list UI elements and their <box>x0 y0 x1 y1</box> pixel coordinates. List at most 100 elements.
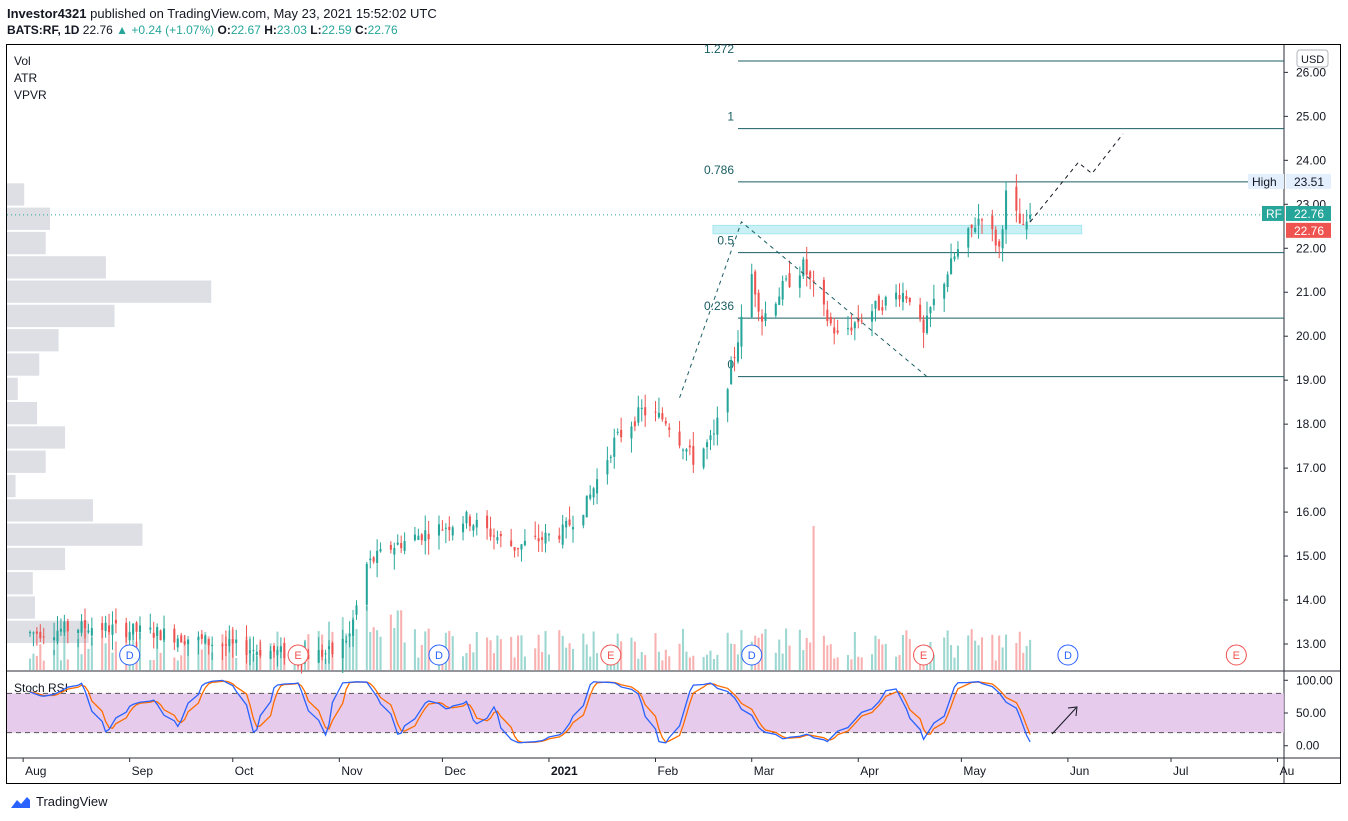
candle-body <box>716 417 719 435</box>
volume-bar <box>640 652 643 670</box>
legend-vpvr[interactable]: VPVR <box>14 88 47 102</box>
price-tick-label: 14.00 <box>1296 593 1326 607</box>
candle-body <box>221 644 224 647</box>
volume-bar <box>389 614 392 670</box>
candle-body <box>444 527 447 529</box>
candle-body <box>321 649 324 657</box>
candle-body <box>561 524 564 545</box>
tradingview-logo[interactable]: TradingView <box>8 794 108 809</box>
earnings-marker-label: E <box>1233 650 1240 662</box>
volume-bar <box>183 635 186 670</box>
candle-body <box>1022 223 1025 225</box>
candle-body <box>668 427 671 430</box>
volume-bar <box>475 631 478 670</box>
symbol-price-tag-label-box <box>1262 205 1284 221</box>
volume-bar <box>211 652 214 670</box>
vpvr-bar <box>7 426 66 449</box>
candle-body <box>523 540 526 546</box>
price-tick-label: 19.00 <box>1296 373 1326 387</box>
candle-body <box>128 631 131 641</box>
close-price-tag: 22.76 <box>1286 222 1331 238</box>
projection-path <box>1029 133 1124 223</box>
candle-body <box>908 297 911 303</box>
volume-bar <box>637 658 640 670</box>
earnings-marker <box>600 644 622 666</box>
swing-trend-line <box>679 221 928 398</box>
volume-bar <box>788 645 791 670</box>
candle-body <box>805 259 808 275</box>
candle-body <box>822 279 825 305</box>
volume-bar <box>974 640 977 670</box>
volume-bar <box>826 645 829 670</box>
low-label: L: <box>310 23 322 37</box>
volume-bar <box>35 655 38 670</box>
indicator-legend: Vol ATR VPVR <box>14 53 47 104</box>
volume-bar <box>582 633 585 670</box>
volume-bar <box>63 631 66 670</box>
time-tick-label: Apr <box>860 764 879 778</box>
vpvr-bar <box>7 620 89 644</box>
legend-atr[interactable]: ATR <box>14 71 38 85</box>
candle-body <box>331 642 334 655</box>
volume-bar <box>630 637 633 670</box>
vpvr-bar <box>7 183 25 206</box>
candle-body <box>317 650 320 663</box>
volume-bar <box>173 657 176 670</box>
vpvr-bar <box>7 256 106 279</box>
candle-body <box>778 296 781 306</box>
candle-body <box>376 550 379 563</box>
volume-bar <box>513 657 516 670</box>
volume-bar <box>657 651 660 670</box>
legend-vol[interactable]: Vol <box>14 54 31 68</box>
volume-series <box>28 526 1032 670</box>
candle-body <box>345 640 348 642</box>
candle-body <box>702 448 705 468</box>
stoch-rsi-band <box>7 693 1284 733</box>
volume-bar <box>805 637 808 670</box>
vpvr-bar <box>7 499 93 522</box>
candle-body <box>785 278 788 280</box>
candle-body <box>977 218 980 226</box>
candle-body <box>77 629 80 633</box>
volume-bar <box>496 635 499 670</box>
candle-body <box>235 639 238 644</box>
time-tick-label: Au <box>1280 764 1295 778</box>
vpvr-bar <box>7 402 38 425</box>
candle-body <box>462 523 465 533</box>
rsi-tick-label: 50.00 <box>1296 706 1326 720</box>
candle-body <box>393 548 396 555</box>
volume-bar <box>874 635 877 670</box>
volume-bar <box>596 653 599 670</box>
volume-bar <box>448 630 451 670</box>
candle-body <box>259 649 262 656</box>
candle-body <box>884 297 887 306</box>
symbol-price-tag-value: 22.76 <box>1294 207 1324 221</box>
candle-body <box>846 328 849 330</box>
earnings-marker-label: E <box>920 650 927 662</box>
candle-body <box>1018 213 1021 224</box>
candle-body <box>609 456 612 458</box>
price-tick-label: 22.00 <box>1296 241 1326 255</box>
volume-bar <box>661 660 664 670</box>
candle-body <box>28 632 32 634</box>
candle-body <box>437 524 441 536</box>
publish-info: Investor4321 published on TradingView.co… <box>7 6 437 21</box>
volume-bar <box>492 653 496 670</box>
candle-body <box>510 540 513 546</box>
volume-bar <box>252 653 255 670</box>
candle-body <box>187 639 190 645</box>
volume-bar <box>977 645 980 670</box>
author-name[interactable]: Investor4321 <box>7 6 87 21</box>
volume-bar <box>441 660 444 670</box>
candle-body <box>176 638 179 648</box>
price-tick-label: 21.00 <box>1296 285 1326 299</box>
candle-body <box>211 644 214 646</box>
price-tick-label: 24.00 <box>1296 153 1326 167</box>
volume-bar <box>956 645 959 670</box>
volume-bar <box>345 633 348 670</box>
candle-body <box>252 650 255 652</box>
candle-body <box>417 535 420 541</box>
candle-body <box>661 413 664 420</box>
volume-bar <box>424 631 427 670</box>
